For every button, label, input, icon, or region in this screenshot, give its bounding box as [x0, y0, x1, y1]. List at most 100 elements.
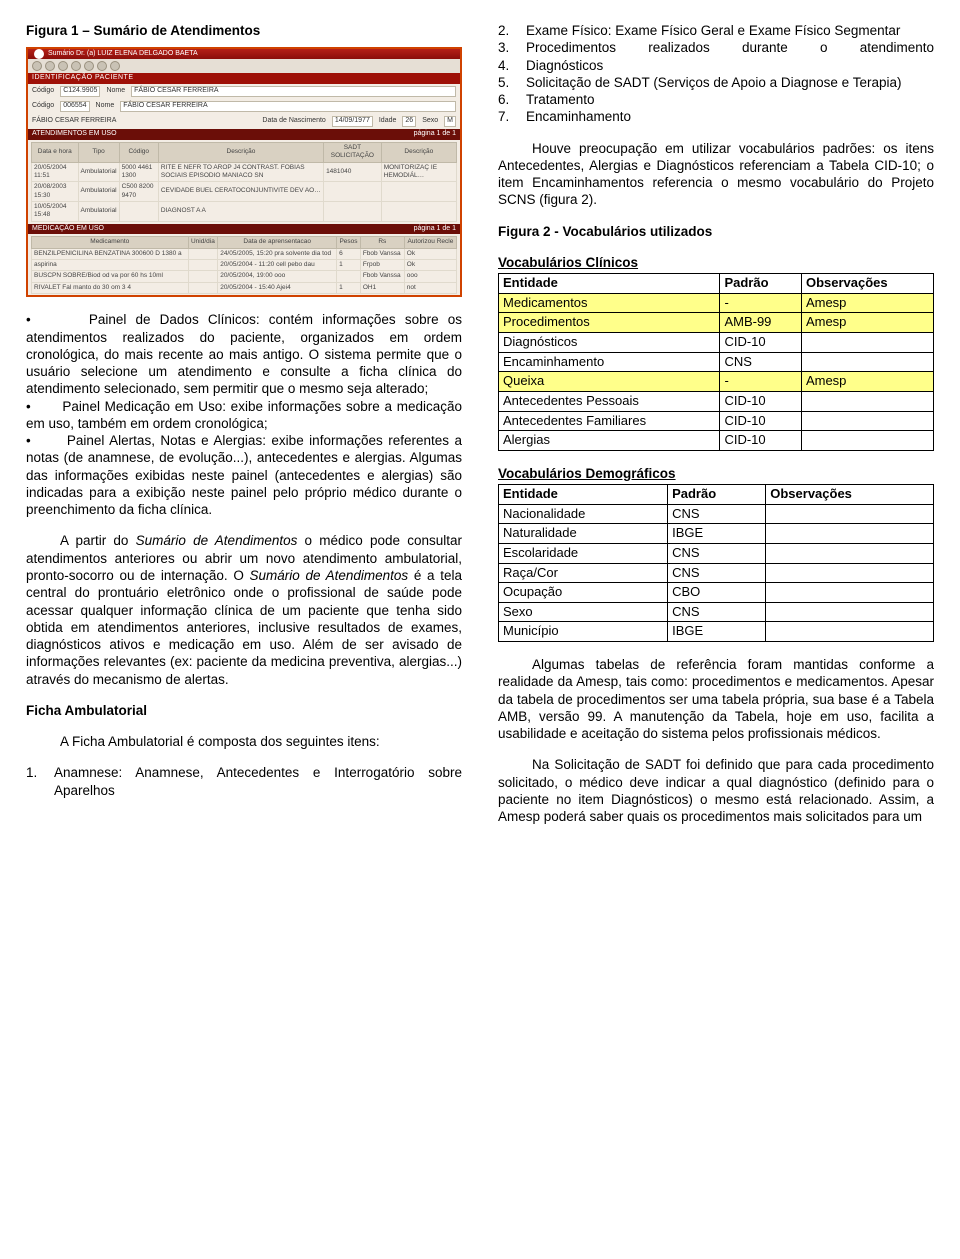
med-hdr: MEDICAÇÃO EM USO	[32, 225, 104, 232]
td: CID-10	[720, 431, 802, 451]
td: DIAGNOST A A	[158, 201, 323, 221]
td: OH1	[360, 282, 404, 293]
th: Autorizou Recle	[404, 237, 456, 248]
td: not	[404, 282, 456, 293]
td: 24/05/2005, 15:20 pra solvente dia tod	[218, 248, 337, 259]
th-padrao: Padrão	[720, 274, 802, 294]
td	[766, 563, 934, 583]
td	[188, 282, 218, 293]
td	[801, 333, 933, 353]
td: Fbob Vanssa	[360, 248, 404, 259]
ss-title: Sumário Dr. (a) LUIZ ELENA DELGADO BAETA	[48, 50, 198, 59]
td: Ambulatorial	[78, 182, 119, 202]
td: Procedimentos	[499, 313, 720, 333]
list-item: Diagnósticos	[526, 57, 934, 74]
list-item: Tratamento	[526, 91, 934, 108]
td: CNS	[668, 563, 766, 583]
screenshot-sumario: Sumário Dr. (a) LUIZ ELENA DELGADO BAETA…	[26, 47, 462, 297]
lbl-codigo: Código	[32, 102, 54, 111]
td	[801, 352, 933, 372]
val-nome1: FÁBIO CESAR FERREIRA	[131, 86, 456, 97]
td	[324, 182, 382, 202]
th: Data e hora	[32, 143, 79, 163]
lbl-idade: Idade	[379, 117, 397, 126]
list-item: Exame Físico: Exame Físico Geral e Exame…	[526, 22, 934, 39]
td: 20/05/2004 - 11:20 cell pebo dau	[218, 260, 337, 271]
td: Alergias	[499, 431, 720, 451]
td	[381, 201, 456, 221]
td: Encaminhamento	[499, 352, 720, 372]
td	[188, 248, 218, 259]
two-column-layout: Figura 1 – Sumário de Atendimentos Sumár…	[26, 22, 934, 825]
td: Raça/Cor	[499, 563, 668, 583]
left-column: Figura 1 – Sumário de Atendimentos Sumár…	[26, 22, 462, 825]
tbl2-title: Vocabulários Demográficos	[498, 465, 934, 482]
list-item: Encaminhamento	[526, 108, 934, 125]
toolbar-icon	[32, 61, 42, 71]
th-obs: Observações	[801, 274, 933, 294]
td: Ok	[404, 248, 456, 259]
td	[119, 201, 158, 221]
td: 1	[337, 260, 361, 271]
logo-icon	[34, 49, 44, 59]
td: CBO	[668, 583, 766, 603]
td: Ok	[404, 260, 456, 271]
td: 6	[337, 248, 361, 259]
td	[766, 583, 934, 603]
td: Antecedentes Familiares	[499, 411, 720, 431]
td	[381, 182, 456, 202]
td: Amesp	[801, 313, 933, 333]
ss-section-med: MEDICAÇÃO EM USO página 1 de 1	[28, 224, 460, 235]
ss-section-atend: ATENDIMENTOS EM USO página 1 de 1	[28, 129, 460, 140]
td: 5000 4461 1300	[119, 162, 158, 182]
td: 20/05/2004 11:51	[32, 162, 79, 182]
td: BENZILPENICILINA BENZATINA 300600 D 1380…	[32, 248, 189, 259]
td: Queixa	[499, 372, 720, 392]
th: Unid/dia	[188, 237, 218, 248]
td: BUSCPN SOBRE/Biod od va por 60 hs 10ml	[32, 271, 189, 282]
ss-section-alertas: ALERTAS, NOTAS E ALERGIAS	[28, 296, 460, 297]
td	[324, 201, 382, 221]
val-codigo1: C124.9905	[60, 86, 100, 97]
td	[801, 391, 933, 411]
th: Descrição	[158, 143, 323, 163]
td: CNS	[720, 352, 802, 372]
td	[337, 271, 361, 282]
td	[766, 543, 934, 563]
toolbar-icon	[45, 61, 55, 71]
th-entidade: Entidade	[499, 485, 668, 505]
td: 20/05/2004 - 15:40 Ajei4	[218, 282, 337, 293]
td: Ambulatorial	[78, 201, 119, 221]
th: Código	[119, 143, 158, 163]
td: IBGE	[668, 622, 766, 642]
td	[766, 524, 934, 544]
bullet-alertas: Painel Alertas, Notas e Alergias: exibe …	[26, 433, 462, 517]
td: IBGE	[668, 524, 766, 544]
td: CID-10	[720, 391, 802, 411]
td: CNS	[668, 504, 766, 524]
td: -	[720, 372, 802, 392]
td: 20/05/2004, 19:00 ooo	[218, 271, 337, 282]
td: 10/05/2004 15:48	[32, 201, 79, 221]
td: Frpob	[360, 260, 404, 271]
td: -	[720, 293, 802, 313]
toolbar-icon	[71, 61, 81, 71]
td: Ambulatorial	[78, 162, 119, 182]
val-dn: 14/09/1977	[332, 116, 373, 127]
val-sexo: M	[444, 116, 456, 127]
toolbar-icon	[110, 61, 120, 71]
th: Rs	[360, 237, 404, 248]
td: Município	[499, 622, 668, 642]
lbl-nome: Nome	[96, 102, 115, 111]
td	[801, 431, 933, 451]
toolbar-icon	[84, 61, 94, 71]
td: CID-10	[720, 411, 802, 431]
ss-titlebar: Sumário Dr. (a) LUIZ ELENA DELGADO BAETA	[28, 49, 460, 59]
pagina: página 1 de 1	[414, 130, 456, 139]
para-sumario: A partir do Sumário de Atendimentos o mé…	[26, 532, 462, 687]
th-entidade: Entidade	[499, 274, 720, 294]
bullet-dados: Painel de Dados Clínicos: contém informa…	[26, 312, 462, 396]
list-item: Solicitação de SADT (Serviços de Apoio a…	[526, 74, 934, 91]
th: Data de aprensentacao	[218, 237, 337, 248]
td: Nacionalidade	[499, 504, 668, 524]
